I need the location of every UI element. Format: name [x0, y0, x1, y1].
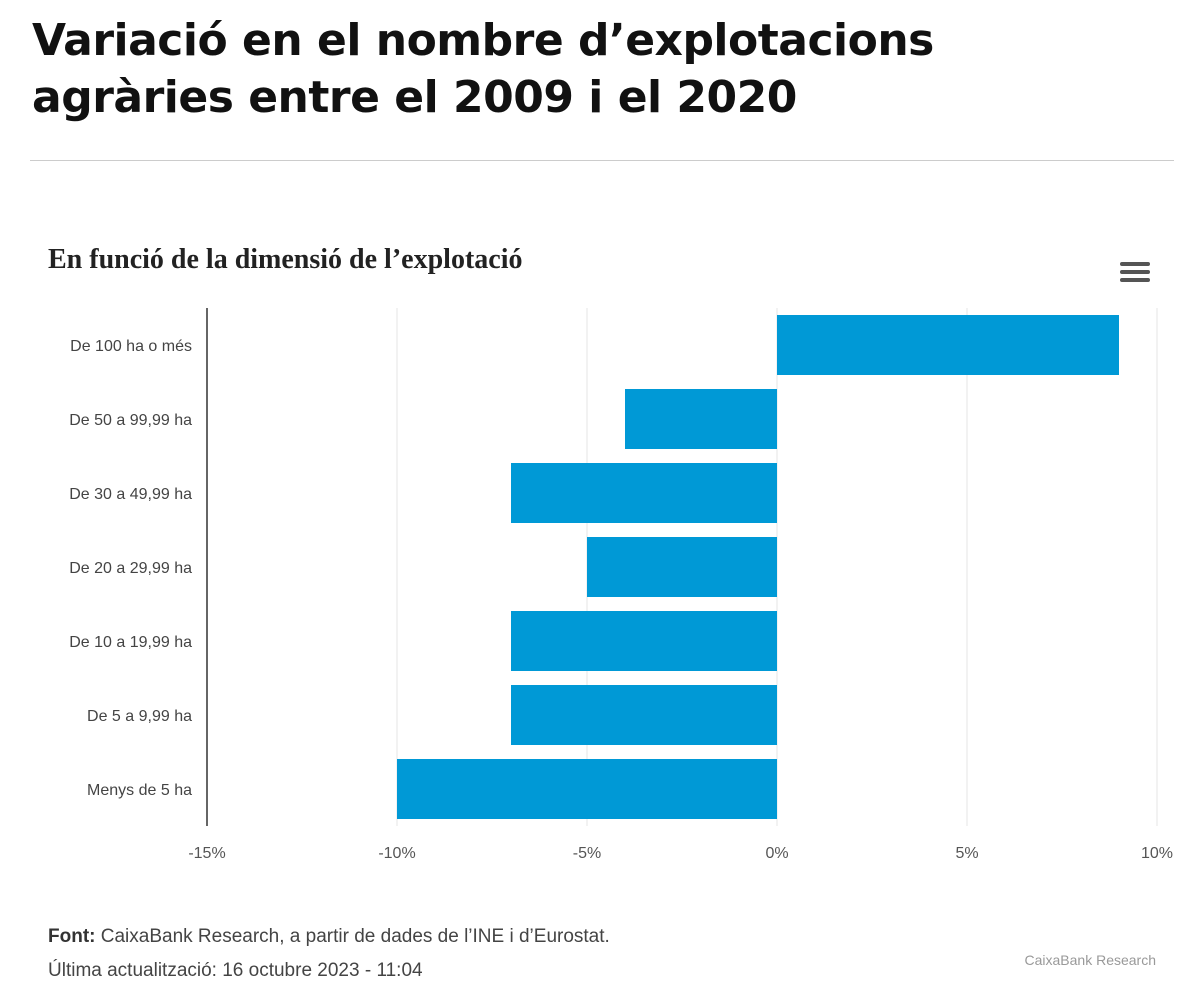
hamburger-menu-icon[interactable] — [1120, 262, 1150, 286]
source-text: CaixaBank Research, a partir de dades de… — [95, 926, 610, 947]
bar — [397, 759, 777, 819]
x-tick-label: -5% — [573, 845, 601, 862]
bar — [625, 389, 777, 449]
x-tick-label: 5% — [955, 845, 978, 862]
chart-title: En funció de la dimensió de l’explotació — [48, 244, 523, 275]
category-label: De 30 a 49,99 ha — [69, 486, 192, 503]
bar — [511, 463, 777, 523]
last-updated: Última actualització: 16 octubre 2023 - … — [48, 960, 423, 981]
category-label: De 100 ha o més — [70, 338, 192, 355]
bar — [511, 611, 777, 671]
category-label: De 20 a 29,99 ha — [69, 560, 192, 577]
category-label: De 50 a 99,99 ha — [69, 412, 192, 429]
bar — [777, 315, 1119, 375]
bar — [587, 537, 777, 597]
page-title: Variació en el nombre d’explotacions agr… — [32, 15, 934, 123]
chart-credit[interactable]: CaixaBank Research — [1024, 952, 1156, 968]
bar — [511, 685, 777, 745]
x-tick-label: 10% — [1141, 845, 1173, 862]
category-label: Menys de 5 ha — [87, 782, 192, 799]
x-tick-label: -15% — [188, 845, 225, 862]
source-note: Font: CaixaBank Research, a partir de da… — [48, 926, 610, 948]
category-label: De 10 a 19,99 ha — [69, 634, 192, 651]
divider — [30, 160, 1174, 161]
source-label: Font: — [48, 926, 96, 947]
category-label: De 5 a 9,99 ha — [87, 708, 192, 725]
x-tick-label: 0% — [765, 845, 788, 862]
x-tick-label: -10% — [378, 845, 415, 862]
